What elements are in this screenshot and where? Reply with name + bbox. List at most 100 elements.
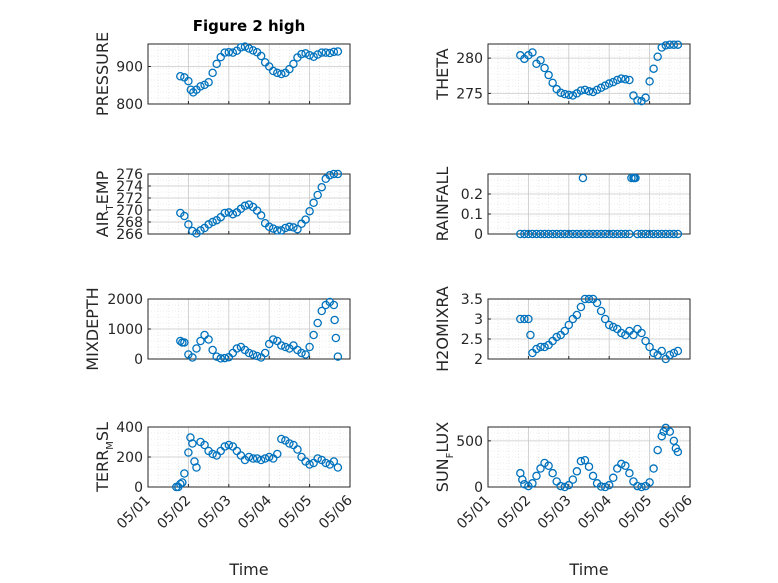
data-point (536, 342, 545, 352)
y-tick-label: 272 (116, 191, 143, 207)
x-tick-label: 05/03 (535, 493, 575, 533)
data-point (633, 324, 642, 334)
data-point (552, 332, 561, 342)
data-point (621, 461, 630, 471)
data-point (520, 314, 529, 324)
data-point (309, 330, 318, 340)
y-axis-label-subscript: T (105, 203, 116, 211)
data-point (631, 173, 640, 183)
data-point (665, 427, 675, 436)
data-point (313, 50, 322, 59)
data-point (244, 44, 254, 53)
data-point (625, 229, 634, 239)
data-point (248, 350, 258, 359)
data-point (516, 314, 525, 324)
data-point (536, 55, 545, 65)
data-point (248, 46, 258, 55)
data-point (220, 442, 230, 451)
data-point (204, 335, 213, 344)
data-point (560, 89, 570, 99)
data-point (200, 440, 209, 450)
data-point (657, 229, 666, 239)
data-point (564, 229, 574, 239)
y-axis-label-subscript: M (105, 441, 116, 450)
x-tick-label: 05/01 (114, 493, 154, 533)
data-point (617, 229, 626, 239)
data-point (520, 229, 529, 239)
y-tick-label: 274 (116, 179, 143, 195)
data-point (629, 330, 638, 340)
data-point (333, 352, 343, 361)
data-point (281, 342, 290, 352)
data-point (673, 447, 683, 457)
data-point (600, 81, 610, 90)
data-point (305, 460, 314, 469)
y-tick-label: 2 (474, 352, 483, 368)
data-point (524, 314, 533, 324)
data-point (564, 320, 574, 330)
data-point (321, 48, 331, 57)
data-point (277, 434, 286, 444)
data-point (532, 229, 541, 239)
data-point (240, 42, 250, 51)
data-point (248, 454, 258, 463)
data-point (228, 48, 238, 57)
data-point (608, 77, 618, 87)
data-point (520, 479, 529, 489)
data-point (524, 229, 533, 239)
data-point (236, 451, 246, 460)
data-point (604, 79, 614, 88)
y-axis-label: SUNFLUX (433, 422, 456, 492)
data-point (236, 43, 246, 52)
data-point (204, 78, 213, 87)
data-point (536, 464, 545, 473)
data-point (176, 479, 185, 489)
data-point (657, 346, 666, 356)
y-axis-label-part: SUN (433, 458, 452, 492)
data-point (212, 352, 221, 361)
data-point (572, 310, 582, 320)
data-point (621, 75, 630, 84)
data-point (645, 229, 654, 239)
x-tick-label: 05/05 (276, 493, 316, 533)
data-point (309, 52, 318, 62)
data-point (244, 452, 254, 462)
axes-box (147, 173, 351, 235)
data-point (588, 87, 598, 97)
y-axis-label: AIRTEMP (93, 170, 116, 237)
x-tick-label: 05/06 (316, 492, 356, 532)
data-point (665, 350, 675, 360)
data-point (301, 49, 310, 58)
y-axis-label-part: EMP (93, 170, 112, 204)
data-point (580, 455, 590, 465)
data-point (220, 48, 230, 57)
data-point (661, 229, 671, 239)
data-point (669, 436, 679, 446)
data-point (544, 461, 553, 471)
data-point (580, 294, 590, 304)
data-point (641, 336, 650, 346)
data-point (580, 229, 590, 239)
data-point (293, 445, 302, 454)
data-point (637, 328, 646, 338)
y-tick-label: 275 (456, 86, 483, 102)
y-tick-label: 266 (116, 227, 143, 243)
data-point (621, 229, 630, 239)
data-point (184, 448, 193, 457)
data-point (540, 63, 549, 73)
data-point (673, 40, 683, 49)
data-point (252, 454, 262, 463)
data-point (330, 315, 339, 325)
data-point (329, 47, 339, 57)
data-point (188, 353, 197, 362)
data-point (633, 229, 642, 239)
y-axis-label-part: AIR (93, 210, 112, 237)
data-point (560, 229, 570, 239)
data-point (584, 229, 594, 239)
data-point (548, 336, 557, 346)
data-point (325, 48, 335, 58)
data-point (649, 229, 658, 239)
data-point (260, 58, 270, 67)
